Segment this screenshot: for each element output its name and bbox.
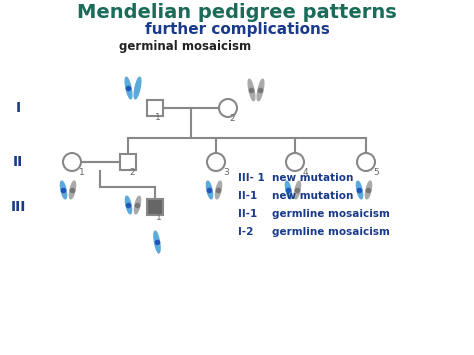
Polygon shape (60, 181, 66, 199)
Text: 3: 3 (223, 168, 229, 177)
Polygon shape (257, 79, 264, 101)
Polygon shape (294, 181, 301, 199)
Text: I-2: I-2 (238, 227, 254, 237)
Text: 1: 1 (79, 168, 85, 177)
Polygon shape (125, 77, 132, 99)
Text: II-1: II-1 (238, 191, 257, 201)
Text: Mendelian pedigree patterns: Mendelian pedigree patterns (77, 3, 397, 22)
Polygon shape (69, 181, 75, 199)
Circle shape (219, 99, 237, 117)
Text: new mutation: new mutation (272, 173, 354, 183)
Text: III- 1: III- 1 (238, 173, 265, 183)
Polygon shape (285, 181, 292, 199)
Polygon shape (135, 196, 141, 214)
Circle shape (286, 153, 304, 171)
Polygon shape (134, 77, 141, 99)
Text: 5: 5 (373, 168, 379, 177)
Text: 1: 1 (156, 213, 162, 222)
Text: further complications: further complications (145, 22, 329, 37)
Text: germinal mosaicism: germinal mosaicism (119, 40, 251, 53)
Polygon shape (154, 231, 160, 253)
Circle shape (357, 153, 375, 171)
Text: new mutation: new mutation (272, 191, 354, 201)
Text: 1: 1 (155, 113, 161, 122)
Text: 4: 4 (302, 168, 308, 177)
Text: II: II (13, 155, 23, 169)
Text: I: I (16, 101, 20, 115)
Polygon shape (206, 181, 212, 199)
Polygon shape (126, 196, 132, 214)
Bar (147, 100, 163, 116)
Polygon shape (365, 181, 372, 199)
Bar (147, 199, 163, 215)
Polygon shape (248, 79, 255, 101)
Text: 2: 2 (229, 114, 235, 123)
Text: germline mosaicism: germline mosaicism (272, 209, 390, 219)
Polygon shape (356, 181, 363, 199)
Circle shape (63, 153, 81, 171)
Text: 2: 2 (129, 168, 135, 177)
Text: III: III (10, 200, 26, 214)
Text: germline mosaicism: germline mosaicism (272, 227, 390, 237)
Text: II-1: II-1 (238, 209, 257, 219)
Circle shape (207, 153, 225, 171)
Polygon shape (215, 181, 221, 199)
Bar (120, 154, 136, 170)
